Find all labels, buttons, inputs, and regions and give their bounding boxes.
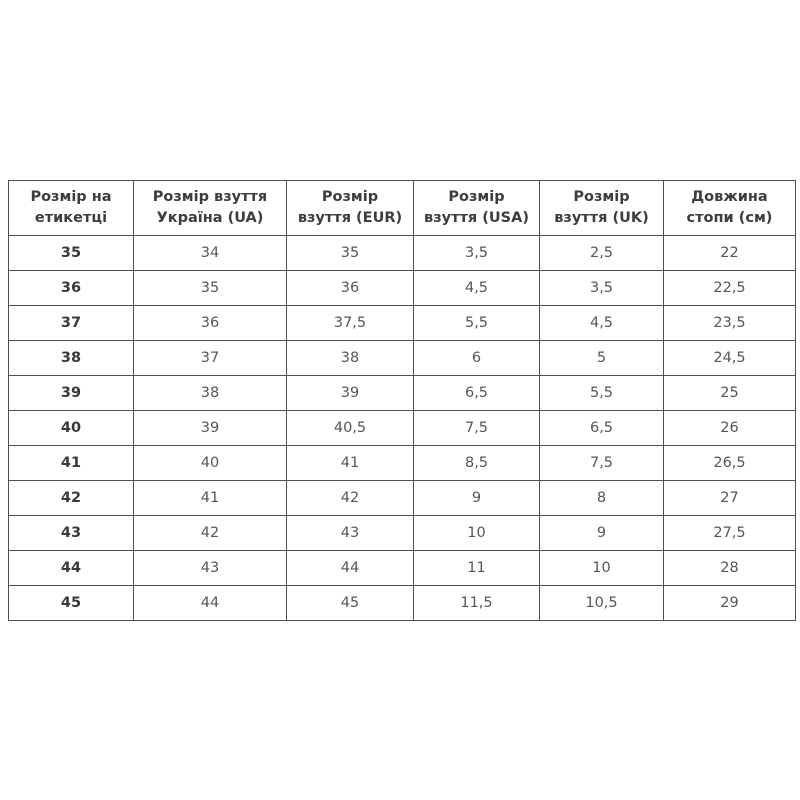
column-header: Розмір взуття (EUR) [286, 180, 414, 236]
column-header: Розмір взуття (USA) [413, 180, 540, 236]
size-value-cell: 10 [413, 515, 540, 551]
column-header: Довжина стопи (см) [663, 180, 796, 236]
size-value-cell: 9 [413, 480, 540, 516]
size-value-cell: 26,5 [663, 445, 796, 481]
size-value-cell: 35 [286, 235, 414, 271]
size-value-cell: 8 [539, 480, 664, 516]
size-value-cell: 42 [133, 515, 287, 551]
size-value-cell: 2,5 [539, 235, 664, 271]
size-value-cell: 11,5 [413, 585, 540, 621]
table-row: 35 34 35 3,5 2,5 22 [8, 235, 796, 271]
size-value-cell: 39 [133, 410, 287, 446]
label-size-cell: 44 [8, 550, 134, 586]
table-row: 42 41 42 9 8 27 [8, 480, 796, 516]
label-size-cell: 45 [8, 585, 134, 621]
size-value-cell: 36 [133, 305, 287, 341]
size-value-cell: 22,5 [663, 270, 796, 306]
table-row: 45 44 45 11,5 10,5 29 [8, 585, 796, 621]
size-value-cell: 10 [539, 550, 664, 586]
size-value-cell: 26 [663, 410, 796, 446]
size-value-cell: 4,5 [539, 305, 664, 341]
table-row: 44 43 44 11 10 28 [8, 550, 796, 586]
label-size-cell: 35 [8, 235, 134, 271]
size-value-cell: 3,5 [539, 270, 664, 306]
table-body: 35 34 35 3,5 2,5 22 36 35 36 4,5 3,5 22,5 37 36 37,5 5,… [8, 235, 796, 621]
size-value-cell: 5 [539, 340, 664, 376]
size-value-cell: 36 [286, 270, 414, 306]
table-row: 36 35 36 4,5 3,5 22,5 [8, 270, 796, 306]
column-header: Розмір взуття Україна (UA) [133, 180, 287, 236]
size-value-cell: 11 [413, 550, 540, 586]
size-value-cell: 43 [133, 550, 287, 586]
size-value-cell: 23,5 [663, 305, 796, 341]
size-value-cell: 6,5 [539, 410, 664, 446]
size-value-cell: 4,5 [413, 270, 540, 306]
size-value-cell: 45 [286, 585, 414, 621]
size-value-cell: 5,5 [413, 305, 540, 341]
size-value-cell: 6,5 [413, 375, 540, 411]
size-value-cell: 37 [133, 340, 287, 376]
size-value-cell: 27 [663, 480, 796, 516]
size-value-cell: 42 [286, 480, 414, 516]
size-value-cell: 28 [663, 550, 796, 586]
size-value-cell: 34 [133, 235, 287, 271]
size-value-cell: 35 [133, 270, 287, 306]
size-value-cell: 7,5 [539, 445, 664, 481]
size-value-cell: 10,5 [539, 585, 664, 621]
label-size-cell: 40 [8, 410, 134, 446]
size-value-cell: 38 [133, 375, 287, 411]
size-value-cell: 44 [133, 585, 287, 621]
size-value-cell: 9 [539, 515, 664, 551]
table-row: 41 40 41 8,5 7,5 26,5 [8, 445, 796, 481]
header-row: Розмір на етикетці Розмір взуття Україна … [8, 180, 796, 236]
size-value-cell: 6 [413, 340, 540, 376]
size-value-cell: 37,5 [286, 305, 414, 341]
table-row: 39 38 39 6,5 5,5 25 [8, 375, 796, 411]
size-value-cell: 39 [286, 375, 414, 411]
size-value-cell: 8,5 [413, 445, 540, 481]
column-header: Розмір взуття (UK) [539, 180, 664, 236]
size-value-cell: 7,5 [413, 410, 540, 446]
size-value-cell: 41 [133, 480, 287, 516]
size-value-cell: 22 [663, 235, 796, 271]
size-value-cell: 3,5 [413, 235, 540, 271]
label-size-cell: 36 [8, 270, 134, 306]
table-row: 40 39 40,5 7,5 6,5 26 [8, 410, 796, 446]
table-row: 37 36 37,5 5,5 4,5 23,5 [8, 305, 796, 341]
size-value-cell: 41 [286, 445, 414, 481]
shoe-size-conversion-table: Розмір на етикетці Розмір взуття Україна … [8, 180, 796, 621]
label-size-cell: 42 [8, 480, 134, 516]
label-size-cell: 38 [8, 340, 134, 376]
size-value-cell: 25 [663, 375, 796, 411]
label-size-cell: 39 [8, 375, 134, 411]
table-header: Розмір на етикетці Розмір взуття Україна … [8, 180, 796, 236]
table-row: 38 37 38 6 5 24,5 [8, 340, 796, 376]
size-value-cell: 44 [286, 550, 414, 586]
column-header: Розмір на етикетці [8, 180, 134, 236]
label-size-cell: 43 [8, 515, 134, 551]
size-value-cell: 38 [286, 340, 414, 376]
size-value-cell: 29 [663, 585, 796, 621]
table-row: 43 42 43 10 9 27,5 [8, 515, 796, 551]
label-size-cell: 37 [8, 305, 134, 341]
size-value-cell: 24,5 [663, 340, 796, 376]
size-value-cell: 40 [133, 445, 287, 481]
size-value-cell: 43 [286, 515, 414, 551]
size-value-cell: 5,5 [539, 375, 664, 411]
label-size-cell: 41 [8, 445, 134, 481]
size-value-cell: 27,5 [663, 515, 796, 551]
size-value-cell: 40,5 [286, 410, 414, 446]
